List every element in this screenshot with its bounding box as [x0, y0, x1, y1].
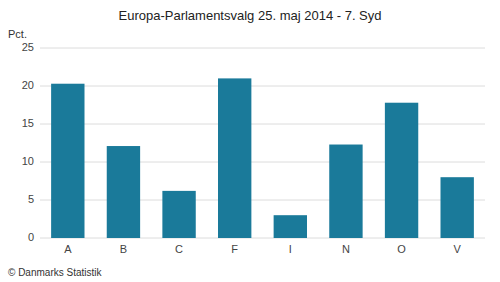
y-label: Pct. [8, 28, 27, 40]
x-tick-label: O [397, 243, 406, 255]
bar [218, 78, 251, 238]
grid [40, 48, 485, 238]
x-tick-label: C [175, 243, 183, 255]
y-tick-label: 25 [22, 41, 34, 53]
bar [329, 145, 362, 238]
x-tick-label: V [454, 243, 462, 255]
x-ticks: ABCFINOV [64, 243, 461, 255]
y-tick-label: 0 [28, 231, 34, 243]
y-ticks: 0 5 10 15 20 25 [22, 41, 34, 243]
y-tick-label: 5 [28, 193, 34, 205]
y-tick-label: 20 [22, 79, 34, 91]
grid-line [40, 48, 485, 49]
bar [51, 84, 84, 238]
bar [162, 191, 195, 238]
chart-container: Europa-Parlamentsvalg 25. maj 2014 - 7. … [0, 0, 500, 282]
bar [385, 103, 418, 238]
bar [107, 146, 140, 238]
grid-line [40, 86, 485, 87]
bar [274, 215, 307, 238]
x-tick-label: B [120, 243, 127, 255]
footer: © Danmarks Statistik [8, 267, 103, 278]
chart-svg: Europa-Parlamentsvalg 25. maj 2014 - 7. … [0, 0, 500, 282]
x-tick-label: I [289, 243, 292, 255]
bar [441, 177, 474, 238]
title: Europa-Parlamentsvalg 25. maj 2014 - 7. … [118, 8, 381, 23]
y-tick-label: 10 [22, 155, 34, 167]
bars [51, 78, 474, 238]
x-tick-label: A [64, 243, 72, 255]
x-tick-label: N [342, 243, 350, 255]
x-tick-label: F [231, 243, 238, 255]
y-tick-label: 15 [22, 117, 34, 129]
